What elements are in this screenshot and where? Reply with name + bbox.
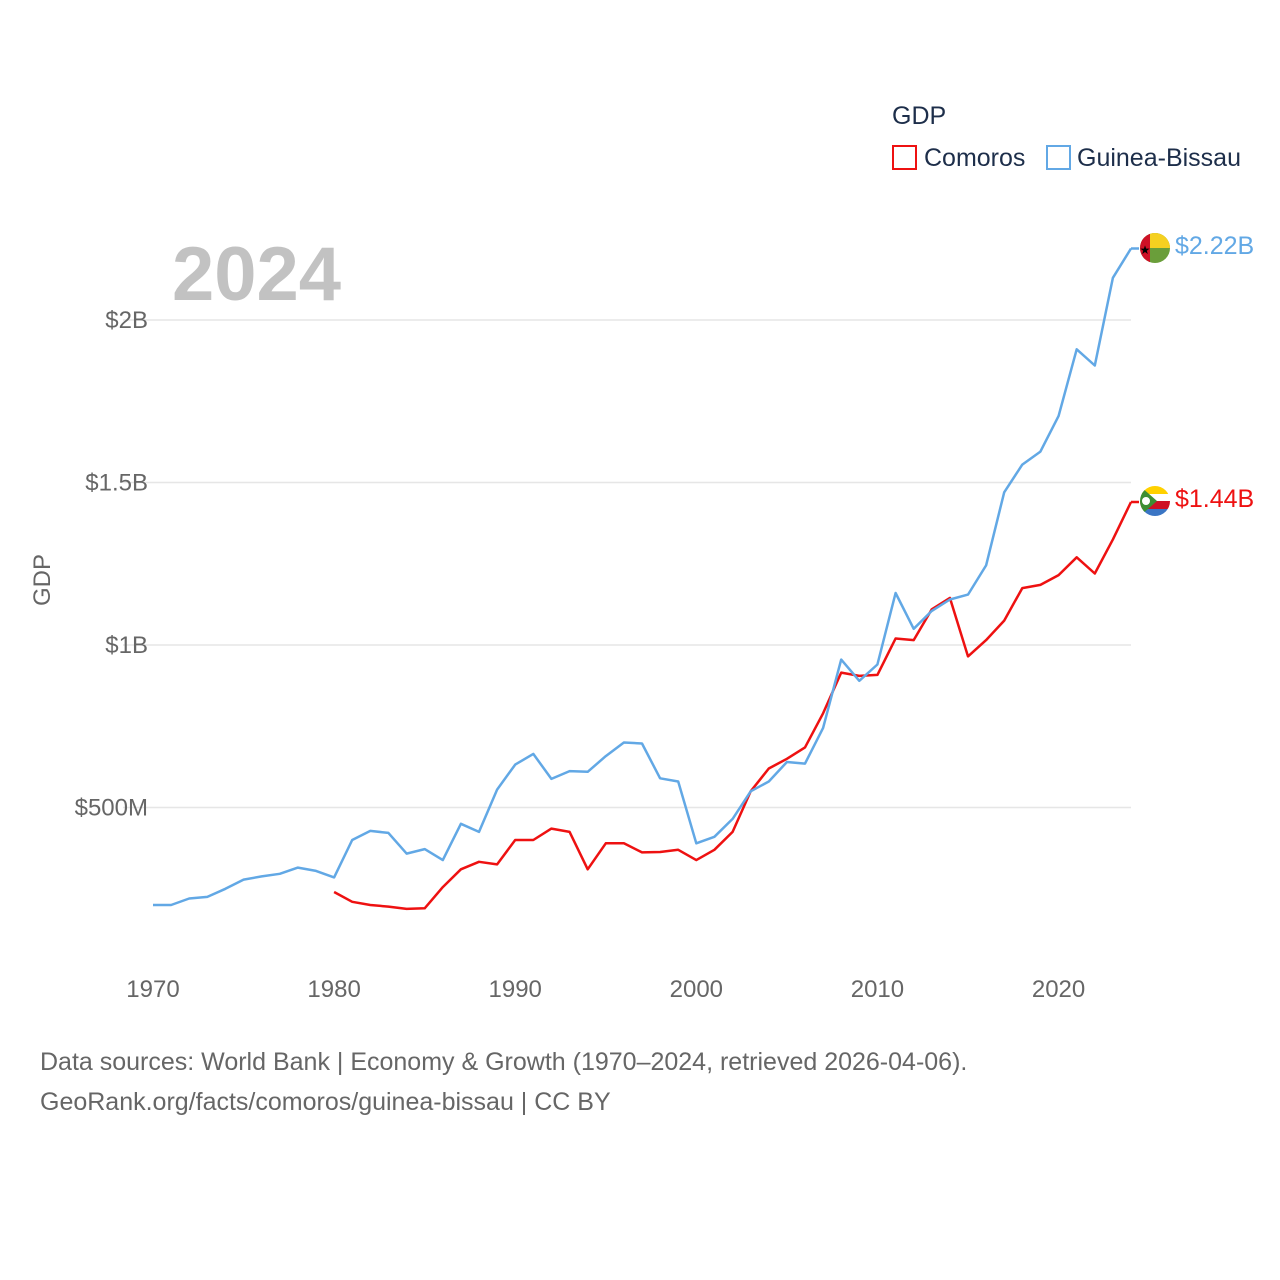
legend-title: GDP bbox=[892, 102, 946, 130]
legend-label-comoros[interactable]: Comoros bbox=[924, 144, 1025, 172]
gridlines bbox=[123, 319, 1131, 809]
series-line-comoros bbox=[333, 501, 1133, 911]
legend-swatch-comoros[interactable] bbox=[892, 145, 917, 170]
end-label-guinea-bissau: $2.22B bbox=[1175, 232, 1254, 260]
y-tick-label: $1B bbox=[105, 632, 148, 659]
x-tick-label: 2010 bbox=[851, 976, 904, 1003]
comoros-flag-icon bbox=[1140, 486, 1170, 516]
series-end-markers bbox=[1131, 247, 1139, 504]
year-label: 2024 bbox=[172, 232, 341, 317]
y-axis-title: GDP bbox=[29, 554, 56, 606]
legend-label-guinea-bissau[interactable]: Guinea-Bissau bbox=[1077, 144, 1241, 172]
x-tick-label: 2000 bbox=[670, 976, 723, 1003]
series-lines bbox=[153, 247, 1133, 911]
guinea-bissau-flag-icon: ★ bbox=[1140, 233, 1170, 263]
source-line-2: GeoRank.org/facts/comoros/guinea-bissau … bbox=[40, 1088, 611, 1116]
legend-swatch-guinea-bissau[interactable] bbox=[1046, 145, 1071, 170]
x-tick-label: 1970 bbox=[126, 976, 179, 1003]
y-tick-label: $500M bbox=[75, 795, 148, 822]
x-tick-label: 1980 bbox=[307, 976, 360, 1003]
y-axis-ticks: $500M $1B $1.5B $2B bbox=[75, 307, 148, 822]
y-tick-label: $1.5B bbox=[85, 470, 148, 497]
end-label-comoros: $1.44B bbox=[1175, 485, 1254, 513]
source-line-1: Data sources: World Bank | Economy & Gro… bbox=[40, 1048, 968, 1076]
source-note: Data sources: World Bank | Economy & Gro… bbox=[40, 1042, 967, 1122]
legend: GDP Comoros Guinea-Bissau bbox=[892, 102, 1241, 172]
x-axis-ticks: 1970 1980 1990 2000 2010 2020 bbox=[126, 976, 1085, 1003]
series-line-guinea-bissau bbox=[153, 247, 1133, 907]
y-tick-label: $2B bbox=[105, 307, 148, 334]
svg-text:★: ★ bbox=[1140, 243, 1151, 257]
x-tick-label: 1990 bbox=[489, 976, 542, 1003]
x-tick-label: 2020 bbox=[1032, 976, 1085, 1003]
